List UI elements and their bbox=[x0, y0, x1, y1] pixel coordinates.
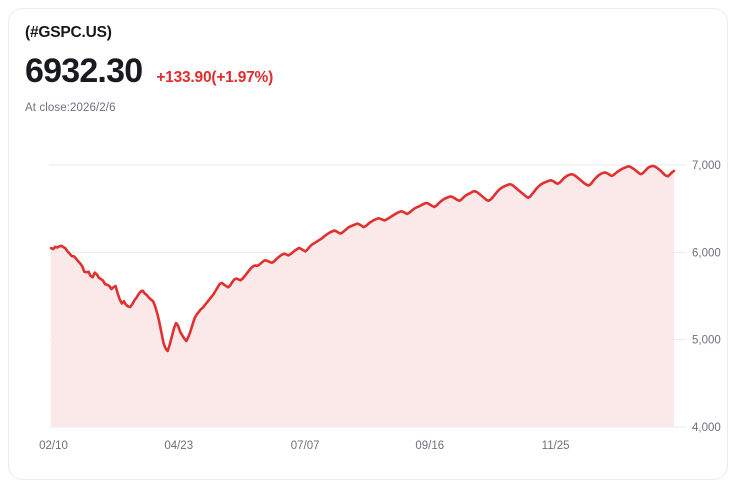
y-axis-tick-label: 6,000 bbox=[692, 247, 721, 259]
x-axis-tick-label: 11/25 bbox=[542, 440, 570, 452]
y-axis-tick-label: 4,000 bbox=[692, 422, 721, 434]
y-axis-labels: 7,000 6,000 5,000 4,000 bbox=[692, 160, 721, 434]
x-axis-labels: 02/10 04/23 07/07 09/16 11/25 bbox=[39, 440, 569, 452]
chart-canvas[interactable]: 7,000 6,000 5,000 4,000 02/10 04/23 07/07 09/1… bbox=[9, 149, 728, 469]
price-change: +133.90(+1.97%) bbox=[156, 69, 274, 86]
quote-header: (#GSPC.US) 6932.30 +133.90(+1.97%) At cl… bbox=[25, 17, 711, 115]
price-row: 6932.30 +133.90(+1.97%) bbox=[25, 52, 711, 90]
quote-card: (#GSPC.US) 6932.30 +133.90(+1.97%) At cl… bbox=[8, 8, 728, 480]
chart-area-fill bbox=[51, 165, 674, 427]
x-axis-tick-label: 09/16 bbox=[415, 440, 444, 452]
y-axis-tick-label: 7,000 bbox=[692, 160, 721, 172]
chart-line bbox=[49, 164, 676, 353]
current-price: 6932.30 bbox=[25, 52, 143, 90]
at-close-label: At close:2026/2/6 bbox=[25, 102, 116, 114]
x-axis-tick-label: 04/23 bbox=[164, 440, 193, 452]
x-axis-tick-label: 02/10 bbox=[39, 440, 68, 452]
y-axis-tick-label: 5,000 bbox=[692, 335, 721, 347]
symbol-label: (#GSPC.US) bbox=[25, 24, 112, 41]
x-axis-tick-label: 07/07 bbox=[291, 440, 320, 452]
price-chart[interactable]: 7,000 6,000 5,000 4,000 02/10 04/23 07/07 09/1… bbox=[9, 149, 728, 469]
